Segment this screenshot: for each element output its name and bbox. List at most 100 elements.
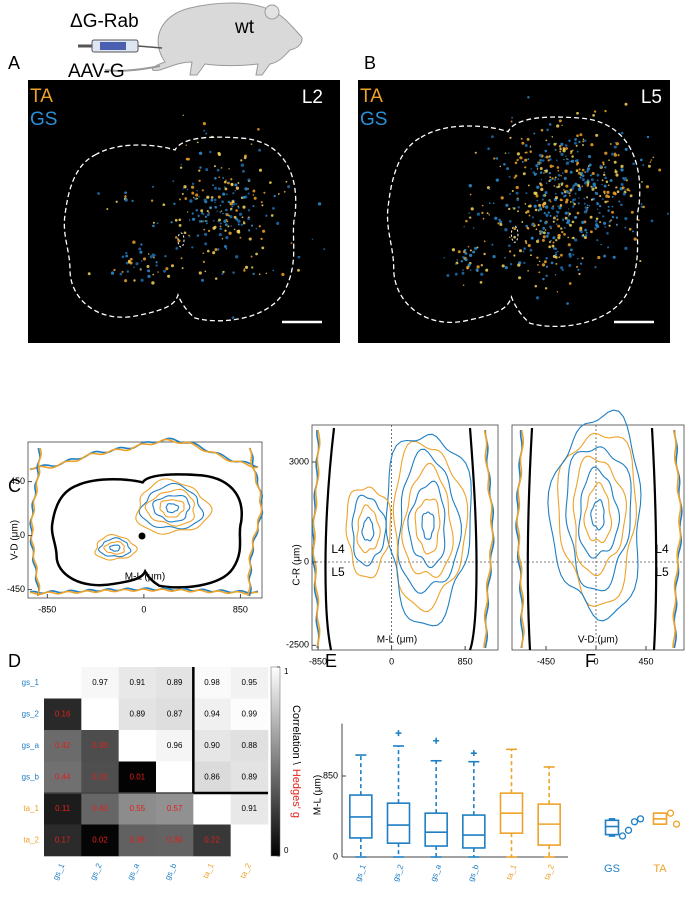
cell-dot xyxy=(492,202,495,205)
cell-dot xyxy=(628,227,632,231)
cell-dot xyxy=(624,246,628,251)
cell-dot xyxy=(642,205,645,209)
x-tick-label: gs_2 xyxy=(391,863,406,883)
cell-dot xyxy=(571,201,575,204)
heatmap-cell xyxy=(193,824,231,857)
cell-dot xyxy=(198,196,200,198)
cell-label: 0.44 xyxy=(55,772,71,781)
cell-dot xyxy=(543,201,547,206)
x-axis-label: V-D (μm) xyxy=(578,635,618,646)
y-tick-label: -450 xyxy=(7,584,25,594)
cell-dot xyxy=(222,192,226,196)
cell-dot xyxy=(225,179,227,182)
density-contour xyxy=(103,540,125,555)
cell-dot xyxy=(561,172,564,174)
cell-dot xyxy=(511,116,514,119)
cell-dot xyxy=(567,243,571,247)
cell-dot xyxy=(213,165,216,168)
marginal-density xyxy=(29,438,259,471)
cell-dot xyxy=(557,233,561,238)
cell-dot xyxy=(235,209,238,212)
image-legend: GS xyxy=(360,109,387,130)
cell-dot xyxy=(487,147,490,151)
cell-dot xyxy=(225,235,229,240)
cell-dot xyxy=(577,257,579,260)
cell-dot xyxy=(248,237,252,241)
heatmap-cell xyxy=(44,824,82,857)
mouse-silhouette xyxy=(151,2,303,76)
cell-dot xyxy=(555,214,559,218)
cell-dot xyxy=(604,226,607,228)
cell-dot xyxy=(542,277,545,281)
cell-dot xyxy=(601,179,604,182)
cell-dot xyxy=(465,219,468,223)
cell-dot xyxy=(252,189,256,193)
cell-dot xyxy=(572,149,574,152)
cell-dot xyxy=(219,204,222,207)
cell-dot xyxy=(505,203,509,207)
cell-dot xyxy=(533,204,537,208)
cell-dot xyxy=(513,235,516,239)
cell-dot xyxy=(529,146,532,149)
cell-dot xyxy=(543,260,547,264)
cell-dot xyxy=(547,159,550,162)
heatmap-cell xyxy=(81,824,119,857)
cell-dot xyxy=(642,164,645,166)
cell-dot xyxy=(250,224,254,227)
cell-dot xyxy=(563,158,565,161)
cell-dot xyxy=(508,250,512,253)
y-tick-label: 450 xyxy=(10,476,25,486)
cell-dot xyxy=(568,282,572,285)
cell-dot xyxy=(542,194,545,197)
heatmap-cell xyxy=(230,730,269,762)
cell-label: 0.02 xyxy=(92,835,108,844)
cell-dot xyxy=(297,268,300,272)
cell-dot xyxy=(566,219,571,223)
cell-dot xyxy=(624,189,626,191)
marginal-density xyxy=(483,429,494,648)
cell-dot xyxy=(205,220,208,223)
cell-dot xyxy=(462,250,466,253)
cell-dot xyxy=(180,163,183,166)
cell-dot xyxy=(544,149,548,153)
cell-dot xyxy=(581,220,585,225)
cell-dot xyxy=(224,187,228,191)
cell-dot xyxy=(216,168,220,172)
cell-dot xyxy=(472,250,476,254)
cell-dot xyxy=(620,164,624,168)
image-segment: L2 xyxy=(302,87,323,108)
cell-dot xyxy=(559,150,562,153)
panel-label: D xyxy=(8,651,21,671)
cell-dot xyxy=(545,155,549,159)
cell-dot xyxy=(646,135,650,139)
cell-dot xyxy=(535,228,538,231)
cell-dot xyxy=(247,216,250,219)
cell-dot xyxy=(183,185,187,189)
heatmap-cell xyxy=(156,698,194,731)
header-vector: AAV-G xyxy=(68,61,125,82)
image-legend: TA xyxy=(360,86,383,107)
cell-dot xyxy=(574,192,577,195)
heatmap-cell xyxy=(118,667,157,699)
cell-dot xyxy=(568,192,571,195)
cell-dot xyxy=(567,158,569,161)
image-legend: TA xyxy=(30,86,53,107)
cell-dot xyxy=(485,268,489,272)
cell-dot xyxy=(552,220,555,223)
cell-dot xyxy=(526,210,530,213)
cell-dot xyxy=(632,162,635,165)
heatmap-cell xyxy=(81,730,119,762)
cell-dot xyxy=(263,191,266,194)
cell-dot xyxy=(124,198,128,202)
cell-dot xyxy=(539,167,543,170)
cell-dot xyxy=(565,198,569,202)
cell-dot xyxy=(129,261,133,265)
cell-dot xyxy=(590,198,593,201)
x-tick-label: -850 xyxy=(38,604,56,614)
cell-dot xyxy=(537,223,540,227)
cell-dot xyxy=(172,180,175,183)
cell-dot xyxy=(527,205,530,208)
cell-dot xyxy=(576,159,579,162)
cell-dot xyxy=(609,178,613,183)
cell-dot xyxy=(149,255,153,259)
